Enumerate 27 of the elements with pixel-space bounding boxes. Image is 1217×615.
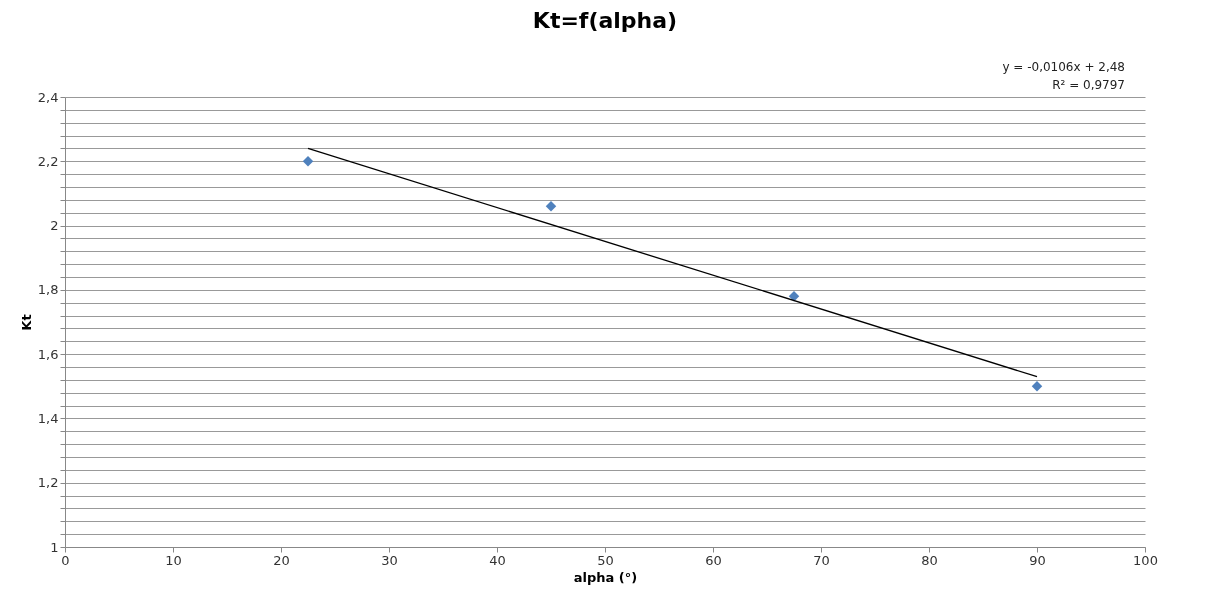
x-tick-label: 30 (381, 552, 398, 568)
y-tick-label: 2,4 (37, 89, 59, 105)
point (302, 156, 314, 167)
point (1031, 381, 1043, 392)
x-tick-label: 40 (489, 552, 506, 568)
x-tick-label: 90 (1029, 552, 1046, 568)
x-tick-label: 10 (165, 552, 182, 568)
x-tick-label: 0 (61, 552, 70, 568)
y-tick-label: 2,2 (37, 153, 59, 169)
text: R² = 0,9797 (1052, 78, 1125, 92)
x-tick-label: 50 (597, 552, 614, 568)
y-tick-label: 1,2 (37, 475, 59, 491)
x-tick-label: 60 (705, 552, 722, 568)
y-tick-label: 1,8 (37, 282, 59, 298)
y-axis-title: Kt (18, 314, 34, 331)
point (545, 201, 557, 212)
x-tick-label: 20 (273, 552, 290, 568)
x-tick-label: 70 (813, 552, 830, 568)
x-tick-label: 100 (1133, 552, 1158, 568)
y-tick-label: 2 (50, 218, 59, 234)
chart-title: Kt=f(alpha) (532, 8, 678, 33)
x-tick-label: 80 (921, 552, 938, 568)
y-tick-label: 1 (50, 539, 59, 555)
x-axis-title: alpha (°) (573, 569, 638, 585)
y-tick-label: 1,6 (37, 346, 59, 362)
text: y = -0,0106x + 2,48 (1002, 60, 1125, 74)
y-tick-label: 1,4 (37, 410, 59, 426)
